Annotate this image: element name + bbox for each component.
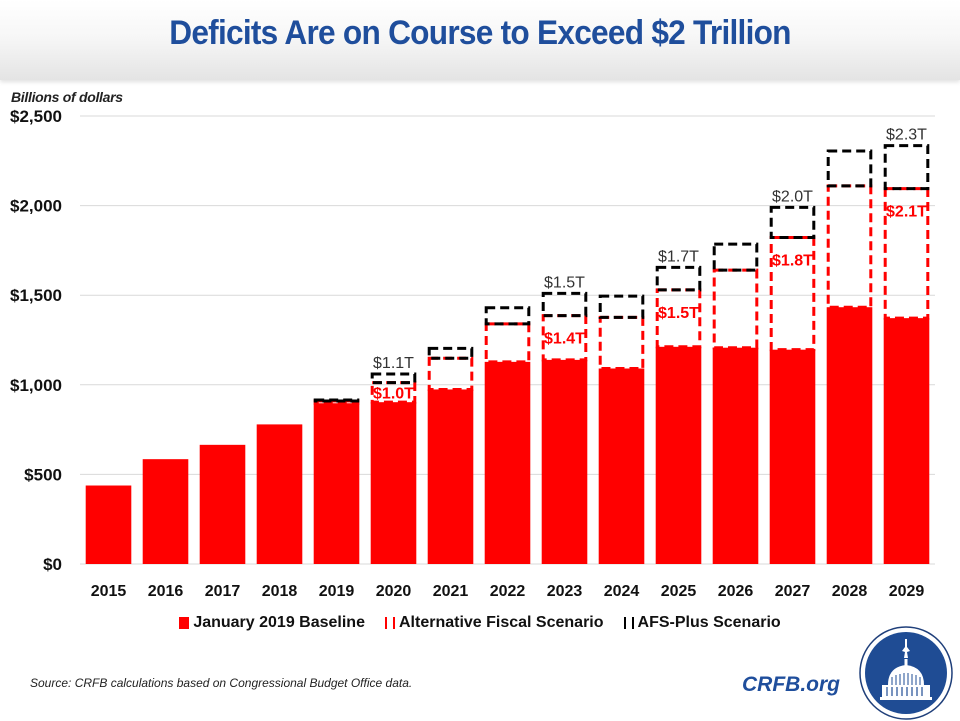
bar-baseline — [883, 318, 930, 564]
data-labels: $1.0T $1.1T $1.4T $1.5T $1.5T $1.7T $1.8T $2.0T… — [373, 127, 927, 403]
bar-afs — [484, 322, 531, 364]
bars — [85, 144, 930, 564]
baseline-swatch-icon — [179, 617, 190, 629]
x-tick-label: 2024 — [604, 583, 640, 600]
x-tick-label: 2016 — [148, 583, 184, 600]
bar-baseline — [313, 403, 360, 564]
x-tick-label: 2023 — [547, 583, 583, 600]
data-label: $1.5T — [544, 274, 585, 291]
bar-afs-plus — [883, 144, 930, 191]
bar-afs-plus — [427, 346, 474, 360]
data-label: $1.1T — [373, 355, 414, 372]
brand-link[interactable]: CRFB.org — [742, 673, 840, 696]
bar-baseline — [655, 346, 702, 564]
x-axis-ticks: 2015 2016 2017 2018 2019 2020 2021 2022 2023 2024… — [91, 583, 925, 600]
bar-afs-plus — [598, 294, 645, 319]
source-note: Source: CRFB calculations based on Congr… — [30, 676, 413, 690]
y-tick-label: $2,500 — [10, 107, 62, 126]
bar-baseline — [199, 444, 246, 564]
x-tick-label: 2020 — [376, 583, 412, 600]
legend-label: AFS-Plus Scenario — [637, 614, 781, 631]
bar-afs-plus — [370, 372, 417, 385]
bar-baseline — [541, 359, 588, 564]
bar-afs — [769, 235, 816, 352]
data-label: $1.8T — [772, 252, 813, 269]
x-tick-label: 2015 — [91, 583, 127, 600]
capitol-dome-icon — [859, 626, 953, 720]
bar-baseline — [598, 368, 645, 564]
bar-afs-plus — [313, 398, 360, 403]
bar-baseline — [484, 361, 531, 564]
y-tick-label: $2,000 — [10, 197, 62, 216]
legend-label: Alternative Fiscal Scenario — [398, 614, 604, 631]
bar-afs-plus — [484, 306, 531, 326]
y-axis-label: Billions of dollars — [11, 89, 123, 105]
bar-afs-plus — [826, 149, 873, 188]
x-tick-label: 2019 — [319, 583, 355, 600]
x-tick-label: 2017 — [205, 583, 241, 600]
data-label: $1.5T — [658, 305, 699, 322]
bar-baseline — [826, 307, 873, 564]
legend: January 2019 Baseline Alternative Fiscal… — [0, 614, 960, 632]
bar-afs — [826, 184, 873, 309]
bar-afs-plus — [769, 205, 816, 239]
legend-item-afs: Alternative Fiscal Scenario — [384, 614, 604, 632]
y-tick-label: $1,500 — [10, 286, 62, 305]
bar-afs — [712, 268, 759, 350]
data-label: $2.0T — [772, 188, 813, 205]
bar-baseline — [712, 347, 759, 564]
data-label: $2.1T — [886, 204, 927, 221]
afs-plus-swatch-icon — [623, 617, 634, 629]
data-label: $1.0T — [373, 386, 414, 403]
header-band: Deficits Are on Course to Exceed $2 Tril… — [0, 0, 960, 80]
legend-label: January 2019 Baseline — [193, 614, 365, 631]
bar-afs — [598, 315, 645, 370]
legend-item-afs-plus: AFS-Plus Scenario — [623, 614, 781, 632]
bar-afs-plus — [655, 265, 702, 292]
x-tick-label: 2026 — [718, 583, 754, 600]
y-axis-ticks: $0 $500 $1,000 $1,500 $2,000 $2,500 — [10, 107, 62, 574]
legend-item-baseline: January 2019 Baseline — [179, 614, 365, 632]
x-tick-label: 2025 — [661, 583, 697, 600]
bar-baseline — [256, 424, 303, 564]
x-tick-label: 2027 — [775, 583, 811, 600]
x-tick-label: 2018 — [262, 583, 298, 600]
chart: $0$500$1,000$1,500$2,000$2,500 2015 2016 2… — [10, 107, 935, 600]
y-tick-label: $500 — [24, 465, 62, 484]
y-tick-label: $0 — [43, 555, 62, 574]
y-tick-label: $1,000 — [10, 376, 62, 395]
page-title: Deficits Are on Course to Exceed $2 Tril… — [169, 14, 791, 52]
bar-baseline — [427, 389, 474, 564]
bar-afs-plus — [712, 242, 759, 272]
x-tick-label: 2021 — [433, 583, 469, 600]
bar-baseline — [142, 459, 189, 564]
data-label: $2.3T — [886, 127, 927, 144]
afs-swatch-icon — [384, 617, 395, 629]
x-tick-label: 2022 — [490, 583, 526, 600]
bar-afs-plus — [541, 291, 588, 318]
bar-baseline — [370, 402, 417, 564]
data-label: $1.4T — [544, 331, 585, 348]
x-tick-label: 2028 — [832, 583, 868, 600]
bar-baseline — [85, 485, 132, 564]
x-tick-label: 2029 — [889, 583, 925, 600]
bar-baseline — [769, 349, 816, 564]
data-label: $1.7T — [658, 248, 699, 265]
